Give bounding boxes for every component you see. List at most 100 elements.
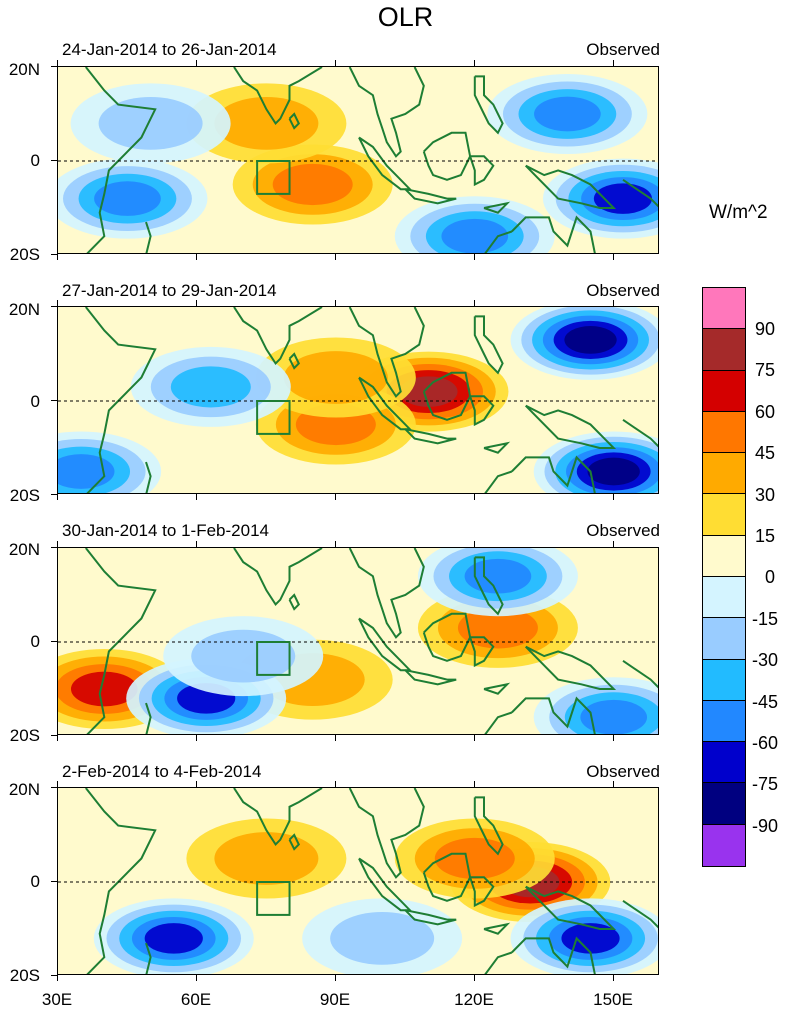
- coastline: [524, 885, 617, 930]
- x-tick: [195, 781, 197, 787]
- coastline: [524, 645, 617, 690]
- coastline: [622, 899, 658, 929]
- lat-label-20n: 20N: [8, 540, 40, 559]
- region-box: [256, 160, 291, 195]
- coastline: [85, 67, 157, 253]
- colorbar-swatch: [703, 659, 745, 701]
- coastline: [288, 593, 301, 611]
- colorbar-level: -60: [752, 733, 779, 753]
- coastline: [422, 612, 472, 662]
- map-frame: [57, 787, 659, 975]
- positive-anomaly: [232, 144, 393, 225]
- coastline: [233, 67, 323, 125]
- colorbar: [702, 287, 746, 867]
- colorbar-level: 60: [755, 402, 776, 422]
- anomaly-contour: [587, 457, 640, 486]
- olr-map: [58, 788, 658, 974]
- coastline: [483, 441, 511, 454]
- coastline: [484, 455, 596, 493]
- coastline: [473, 75, 504, 135]
- region-box: [256, 400, 291, 435]
- region-box: [256, 881, 291, 916]
- coastline: [473, 315, 504, 375]
- coastline: [233, 548, 323, 606]
- anomaly-contour: [94, 181, 161, 216]
- x-tick: [195, 60, 197, 66]
- olr-map: [58, 307, 658, 493]
- x-tick: [195, 735, 197, 741]
- positive-anomaly: [394, 818, 555, 899]
- coastline: [145, 221, 152, 253]
- anomaly-contour: [214, 832, 319, 885]
- coastline: [85, 788, 157, 974]
- coastline: [422, 131, 472, 181]
- coastline: [85, 307, 157, 493]
- lat-label-0: 0: [30, 392, 40, 411]
- x-tick: [473, 541, 475, 547]
- positive-anomaly: [186, 83, 347, 164]
- lat-label-0: 0: [30, 151, 40, 170]
- panel-label: Observed: [586, 521, 660, 540]
- panel-period: 24-Jan-2014 to 26-Jan-2014: [62, 40, 277, 59]
- units-label: W/m^2: [709, 202, 768, 223]
- coastline: [469, 155, 495, 187]
- x-tick: [334, 975, 336, 981]
- x-tick: [473, 60, 475, 66]
- x-tick: [334, 254, 336, 260]
- coastline: [85, 548, 157, 734]
- colorbar-level: -90: [752, 816, 779, 836]
- lat-label-20n: 20N: [8, 60, 40, 79]
- colorbar-swatch: [703, 535, 745, 577]
- x-tick: [612, 494, 614, 500]
- negative-anomaly: [163, 616, 324, 697]
- x-tick: [57, 975, 58, 981]
- x-tick: [612, 975, 614, 981]
- coastline: [233, 788, 323, 846]
- x-tick: [334, 60, 336, 66]
- y-tick: [51, 787, 57, 788]
- anomaly-contour: [330, 912, 435, 965]
- coastline: [469, 395, 495, 427]
- x-tick: [473, 254, 475, 260]
- coastline: [524, 404, 617, 449]
- coastline: [483, 201, 511, 214]
- coastline: [404, 669, 457, 686]
- panel-period: 30-Jan-2014 to 1-Feb-2014: [62, 521, 269, 540]
- x-tick: [612, 541, 614, 547]
- coastline: [348, 67, 425, 158]
- region-box: [256, 641, 291, 676]
- colorbar-level: -30: [752, 650, 779, 670]
- colorbar-swatch: [703, 370, 745, 412]
- coastline: [145, 461, 152, 493]
- coastline: [473, 556, 504, 616]
- negative-anomaly: [533, 431, 658, 493]
- coastline: [404, 188, 457, 205]
- x-tick: [612, 254, 614, 260]
- map-frame: [57, 306, 659, 494]
- map-frame: [57, 547, 659, 735]
- x-tick: [473, 300, 475, 306]
- x-tick-label-120e: 120E: [454, 990, 494, 1009]
- x-tick: [334, 541, 336, 547]
- negative-anomaly: [58, 158, 208, 239]
- negative-anomaly: [417, 548, 578, 617]
- anomaly-contour: [283, 351, 388, 404]
- anomaly-contour: [272, 163, 353, 206]
- anomaly-contour: [170, 366, 251, 408]
- x-tick: [473, 781, 475, 787]
- negative-anomaly: [70, 83, 231, 164]
- colorbar-level: 0: [765, 567, 776, 587]
- x-tick: [195, 975, 197, 981]
- x-tick: [334, 781, 336, 787]
- x-tick: [612, 735, 614, 741]
- colorbar-level: 45: [755, 443, 776, 463]
- panel-period: 27-Jan-2014 to 29-Jan-2014: [62, 281, 277, 300]
- colorbar-swatch: [703, 700, 745, 743]
- colorbar-swatch: [703, 411, 745, 454]
- x-tick: [57, 60, 58, 66]
- negative-anomaly: [93, 898, 254, 974]
- colorbar-swatch: [703, 824, 745, 866]
- colorbar-level: 15: [755, 526, 776, 546]
- colorbar-swatch: [703, 329, 745, 371]
- x-tick: [57, 494, 58, 500]
